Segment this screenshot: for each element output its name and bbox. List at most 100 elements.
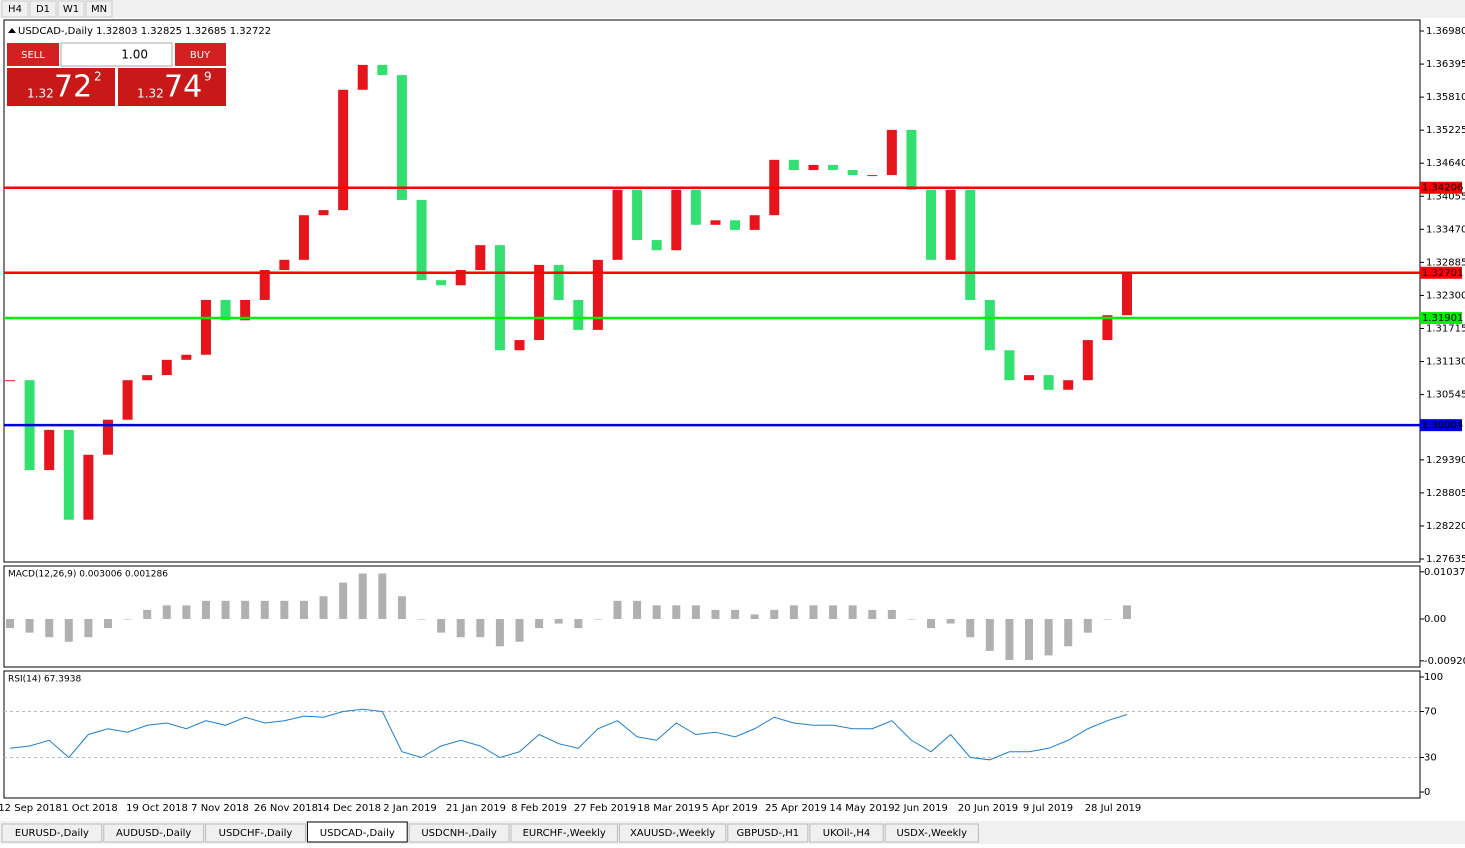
macd-bar [64,619,73,642]
date-label: 7 Nov 2018 [191,803,249,814]
tab-label: USDCHF-,Daily [219,828,293,839]
macd-bar [593,619,602,620]
candle [5,380,15,382]
macd-bar [1025,619,1034,660]
date-label: 25 Apr 2019 [765,803,827,814]
tab[interactable] [618,823,727,843]
candle [200,299,211,355]
macd-bar [378,573,387,620]
candle [808,164,819,171]
macd-bar [554,619,563,624]
macd-bar [221,600,230,620]
toolbar [0,0,1465,18]
macd-bar [495,619,504,647]
macd-bar [437,619,446,633]
bid-big: 1.32 [27,87,54,101]
bid-frac: 2 [94,70,102,84]
tab[interactable] [103,823,205,843]
y-tick-label: 1.32300 [1426,290,1465,301]
tab[interactable] [408,823,510,843]
timeframe-button[interactable] [29,0,57,18]
bid-box[interactable] [7,68,115,106]
candle [514,340,525,351]
y-tick-label: 1.34640 [1426,158,1465,169]
tab-label: AUDUSD-,Daily [116,828,191,839]
tab[interactable] [205,823,306,843]
macd-bar [417,619,426,620]
macd-bar [829,605,838,620]
candle [1004,350,1015,381]
header-arrow [8,28,16,33]
candle [632,189,643,241]
tab-label: EURUSD-,Daily [15,828,89,839]
macd-bar [280,600,289,620]
tab[interactable] [727,823,809,843]
buy-button[interactable] [175,43,226,66]
tab-label: USDX-,Weekly [896,828,967,839]
candle [298,215,309,260]
candle [44,429,55,471]
tab[interactable] [306,821,408,843]
y-tick-label: 1.27635 [1426,554,1465,565]
macd-bar [535,619,544,629]
macd-bar [809,605,818,620]
level-label: 1.30004 [1422,420,1463,431]
volume-field[interactable] [60,42,173,67]
y-tick-label: 70 [1424,706,1437,717]
macd-bar [691,605,700,620]
y-tick-label: 1.30545 [1426,390,1465,401]
macd-bar [1083,619,1092,633]
tab-label: USDCNH-,Daily [421,828,497,839]
candle [1024,375,1035,381]
y-tick-label: 1.31715 [1426,323,1465,334]
y-tick-label: 1.28220 [1426,521,1465,532]
tab[interactable] [510,823,618,843]
candle [573,299,584,330]
macd-bar [319,596,328,620]
level-tag [1420,419,1462,432]
timeframe-button[interactable] [57,0,85,18]
macd-bar [672,605,681,620]
macd-bar [770,609,779,620]
macd-bar [299,600,308,620]
candle [592,259,603,330]
date-label: 12 Sep 2018 [0,803,62,814]
macd-bar [789,605,798,620]
timeframe-button[interactable] [1,0,29,18]
candle [690,189,701,225]
candle [671,189,682,251]
macd-bar [633,600,642,620]
candle [965,189,976,300]
macd-bar [358,573,367,620]
macd-bar [339,582,348,620]
tab[interactable] [1,823,103,843]
level-tag [1420,181,1462,194]
level-tag [1420,266,1462,279]
y-tick-label: 1.34055 [1426,191,1465,202]
candle [1082,340,1093,381]
candle [828,164,839,171]
y-tick-label: 1.29390 [1426,455,1465,466]
tab[interactable] [809,823,884,843]
candle [553,264,564,300]
y-tick-label: 100 [1424,672,1443,683]
tab-label: XAUUSD-,Weekly [630,828,715,839]
tab-label: UKOil-,H4 [823,828,870,839]
macd-bar [1103,619,1112,620]
y-tick-label: 1.28805 [1426,488,1465,499]
candle [455,270,466,286]
macd-bar [985,619,994,651]
sell-button[interactable] [7,43,59,66]
date-label: 1 Oct 2018 [62,803,117,814]
macd-bar [84,619,93,638]
tab[interactable] [884,823,979,843]
macd-bar [162,605,171,620]
ask-box[interactable] [118,68,226,106]
rsi-panel [3,670,1421,799]
candle [730,220,741,230]
timeframe-button[interactable] [85,0,113,18]
candle [847,170,858,176]
timeframe-label: W1 [63,4,79,15]
level-tag [1420,311,1462,324]
